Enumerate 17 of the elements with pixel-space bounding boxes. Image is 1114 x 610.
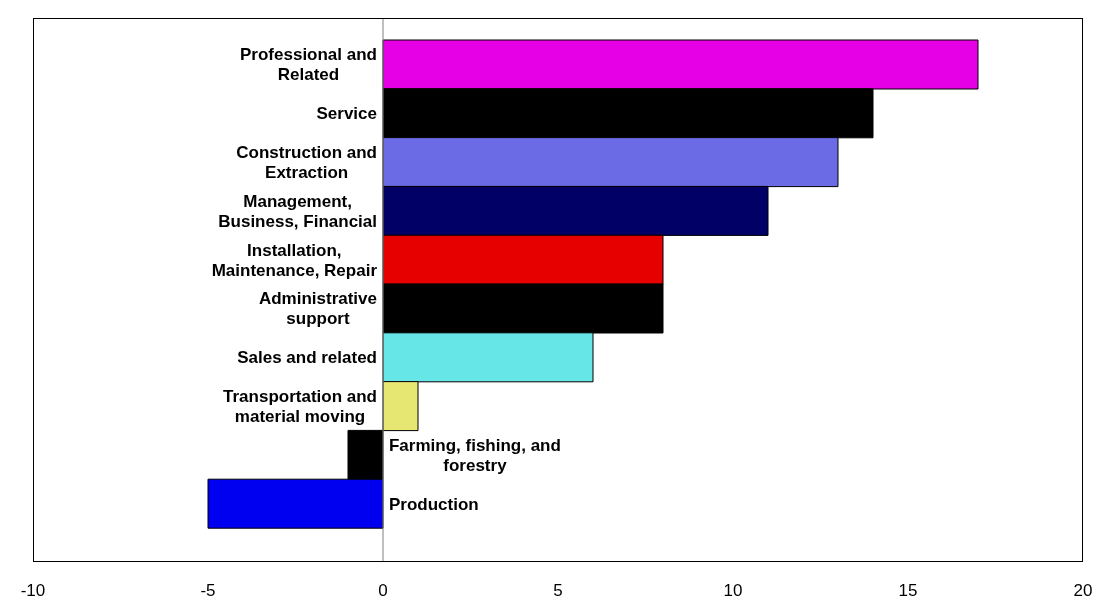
x-tick-label: -10 xyxy=(20,581,46,601)
x-tick-label: -5 xyxy=(200,581,216,601)
x-tick-label: 10 xyxy=(723,581,743,601)
x-tick-label: 20 xyxy=(1073,581,1093,601)
y-tick-label: Farming, fishing, and forestry xyxy=(388,435,561,475)
y-tick-label: Sales and related xyxy=(237,348,377,368)
y-tick-label: Professional and Related xyxy=(240,45,377,85)
y-tick-label: Management, Business, Financial xyxy=(218,191,378,231)
y-tick-label: Service xyxy=(316,104,377,124)
x-tick-label: 15 xyxy=(898,581,918,601)
y-tick-label: Transportation and material moving xyxy=(223,387,378,427)
y-tick-label: Administrative support xyxy=(258,289,377,329)
x-tick-label: 0 xyxy=(378,581,388,601)
y-tick-label: Production xyxy=(389,494,479,514)
x-tick-label: 5 xyxy=(553,581,563,601)
y-tick-label: Installation, Maintenance, Repair xyxy=(211,240,378,280)
y-tick-label: Construction and Extraction xyxy=(236,143,377,183)
